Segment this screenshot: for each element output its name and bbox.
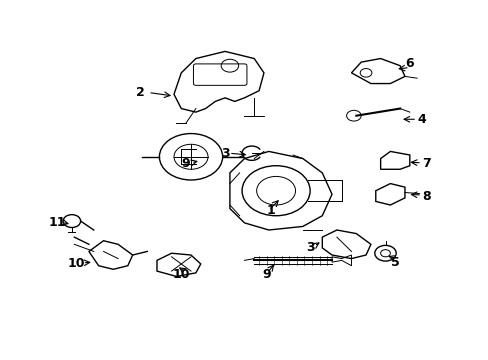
Text: 3: 3	[220, 147, 229, 160]
Text: 7: 7	[422, 157, 430, 170]
Text: 10: 10	[172, 268, 190, 281]
Text: 10: 10	[68, 257, 85, 270]
Text: 1: 1	[266, 204, 275, 217]
Text: 3: 3	[305, 241, 314, 255]
Text: 4: 4	[417, 113, 426, 126]
Text: 8: 8	[422, 190, 430, 203]
Text: 6: 6	[405, 57, 413, 71]
Text: 9: 9	[262, 268, 270, 281]
Text: 11: 11	[48, 216, 66, 229]
Text: 2: 2	[135, 86, 144, 99]
Text: 9: 9	[182, 157, 190, 170]
Text: 5: 5	[390, 256, 399, 269]
